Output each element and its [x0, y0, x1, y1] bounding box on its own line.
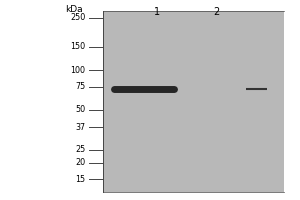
Text: 37: 37 [75, 123, 85, 132]
Text: 15: 15 [75, 175, 85, 184]
Text: 100: 100 [70, 66, 86, 75]
Text: 1: 1 [154, 7, 160, 17]
Text: 150: 150 [70, 42, 86, 51]
Text: 250: 250 [70, 13, 85, 22]
Text: 50: 50 [75, 105, 85, 114]
Bar [103, 11, 284, 192]
Text: 2: 2 [213, 7, 219, 17]
Text: 20: 20 [75, 158, 85, 167]
Text: kDa: kDa [65, 5, 82, 14]
Text: 75: 75 [75, 82, 85, 91]
Text: 25: 25 [75, 145, 85, 154]
